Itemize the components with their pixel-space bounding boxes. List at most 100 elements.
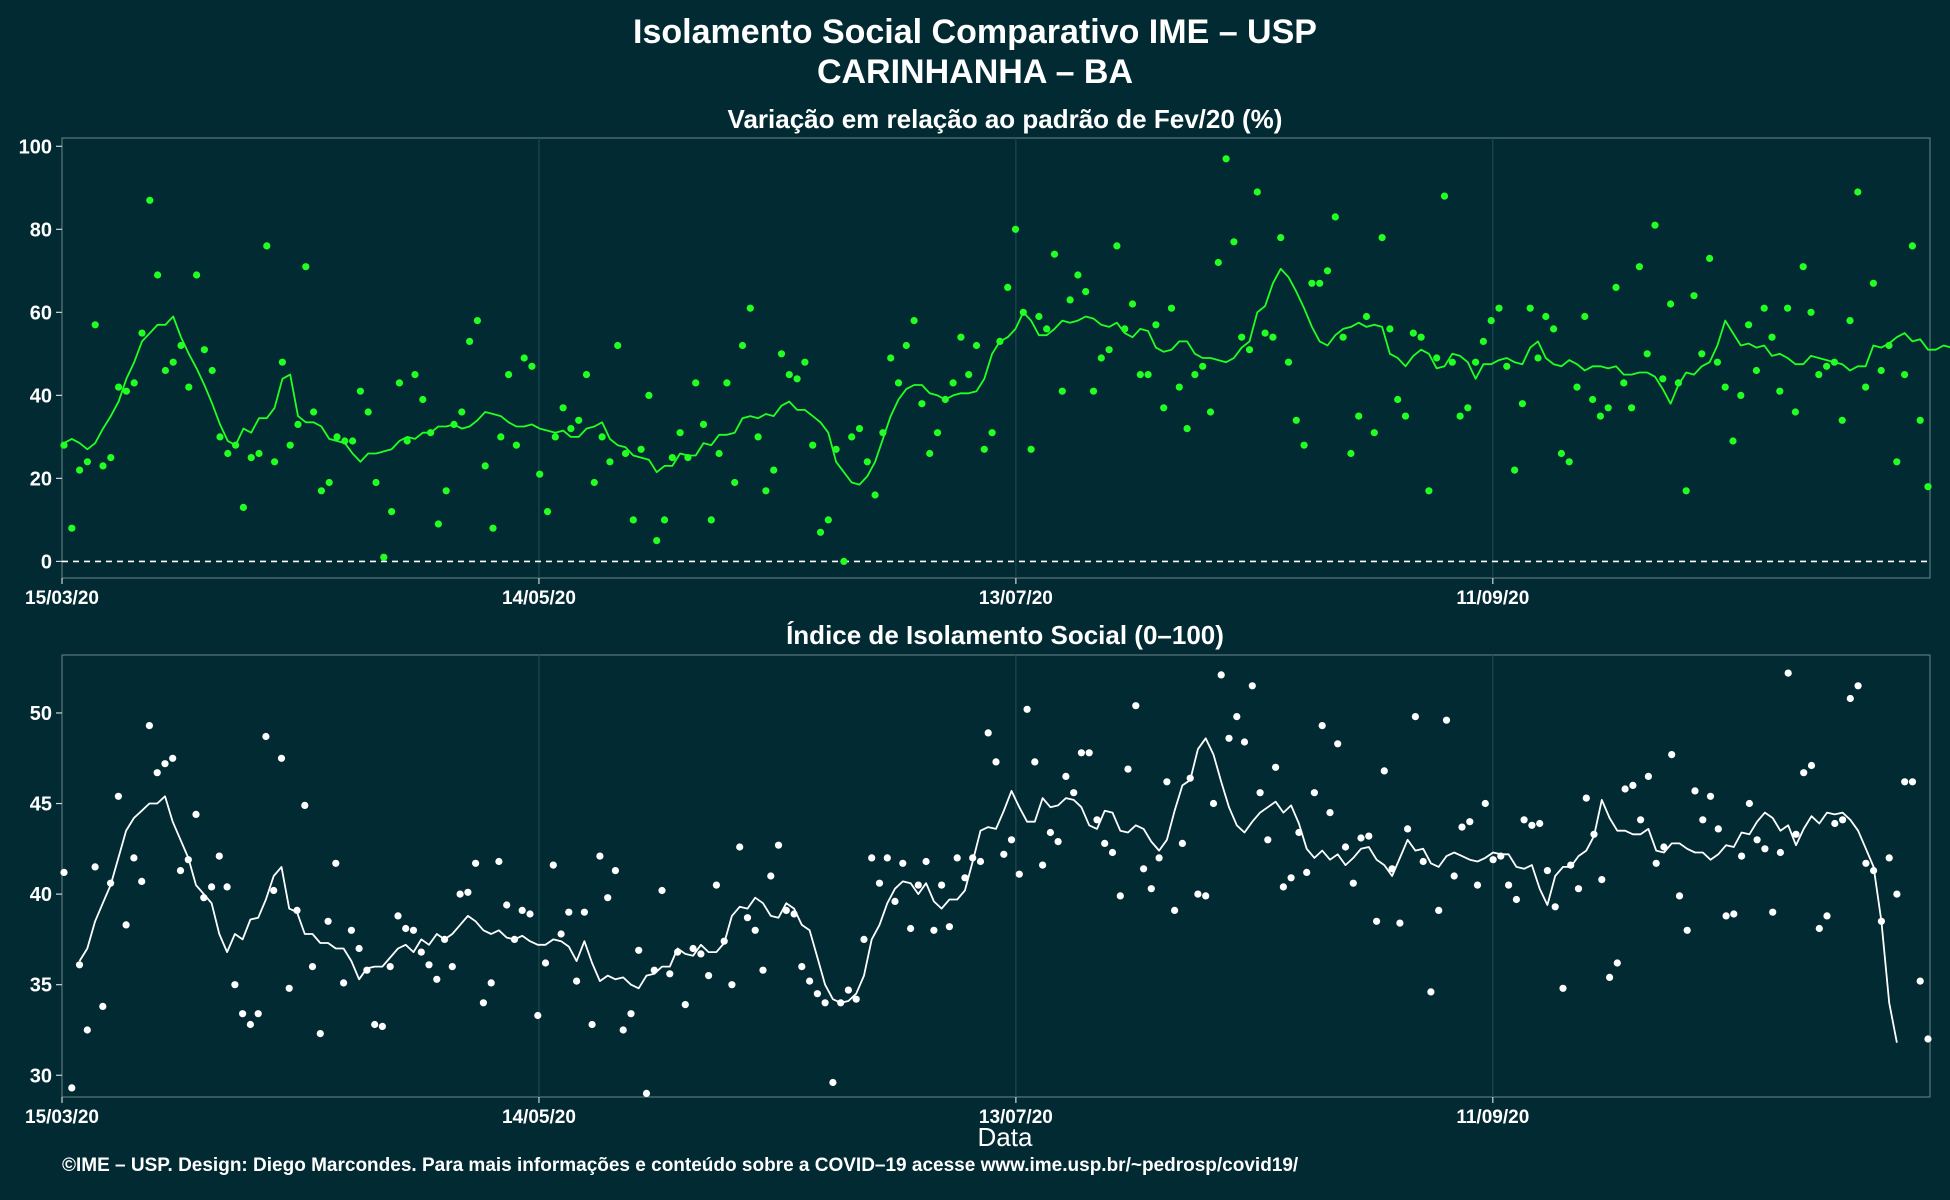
var-data-point: [949, 379, 957, 387]
idx-data-point: [340, 979, 348, 987]
var-data-point: [723, 379, 731, 387]
var-data-point: [707, 516, 715, 524]
var-data-point: [411, 371, 419, 379]
idx-data-point: [1054, 838, 1062, 846]
var-data-point: [1495, 304, 1503, 312]
idx-data-point: [767, 872, 775, 880]
idx-data-point: [1077, 749, 1085, 757]
var-data-point: [154, 271, 162, 279]
var-data-point: [645, 391, 653, 399]
idx-data-point: [751, 926, 759, 934]
idx-data-point: [456, 890, 464, 898]
var-data-point: [278, 358, 286, 366]
var-data-point: [1823, 362, 1831, 370]
idx-data-point: [200, 894, 208, 902]
idx-data-point: [1473, 881, 1482, 889]
idx-plot-frame: [61, 654, 1931, 1098]
var-data-point: [481, 462, 489, 470]
idx-data-point: [650, 966, 658, 974]
var-data-point: [1362, 312, 1371, 321]
var-data-point: [466, 337, 474, 345]
var-data-point: [840, 557, 848, 566]
var-data-point: [746, 304, 754, 312]
idx-data-point: [1062, 772, 1070, 781]
var-data-point: [1027, 445, 1035, 453]
var-data-point: [1784, 304, 1792, 312]
idx-data-point: [1823, 912, 1831, 920]
var-data-point: [1440, 192, 1449, 200]
idx-data-point: [316, 1030, 324, 1038]
var-data-point: [294, 420, 302, 428]
idx-data-point: [1209, 799, 1218, 808]
idx-data-point: [239, 1010, 247, 1018]
idx-data-point: [1870, 867, 1878, 875]
var-data-point: [1394, 395, 1402, 404]
idx-data-point: [914, 881, 922, 889]
idx-data-point: [114, 792, 122, 800]
idx-data-point: [1714, 825, 1722, 833]
var-data-point: [122, 387, 130, 395]
idx-data-point: [806, 977, 814, 985]
var-data-point: [497, 433, 505, 441]
idx-data-point: [1831, 819, 1839, 828]
idx-data-point: [1784, 669, 1792, 677]
var-data-point: [169, 358, 177, 366]
idx-data-point: [1512, 895, 1520, 904]
idx-data-point: [1769, 908, 1777, 916]
idx-data-point: [1411, 713, 1419, 721]
var-data-point: [1019, 308, 1027, 316]
idx-data-point: [658, 886, 666, 895]
var-y-tick-label: 20: [30, 468, 52, 490]
var-data-point: [848, 433, 856, 441]
idx-moving-average-line: [78, 737, 1898, 1043]
var-y-tick-label: 80: [30, 219, 52, 241]
idx-x-tick-label: 14/05/20: [502, 1107, 576, 1128]
var-data-point: [1752, 366, 1760, 375]
var-data-point: [419, 395, 427, 404]
idx-data-point: [1481, 799, 1489, 808]
var-data-point: [676, 429, 684, 437]
idx-data-point: [1272, 763, 1280, 771]
idx-data-point: [1404, 825, 1412, 833]
idx-data-point: [1893, 890, 1901, 898]
var-data-point: [200, 346, 208, 354]
idx-data-point: [1264, 836, 1272, 844]
var-data-point: [208, 366, 216, 375]
idx-data-point: [1310, 789, 1318, 797]
idx-data-point: [1916, 977, 1924, 985]
var-data-point: [1768, 333, 1776, 341]
idx-data-point: [363, 966, 371, 974]
var-data-point: [247, 454, 255, 462]
idx-data-point: [495, 857, 503, 866]
var-data-point: [107, 454, 115, 462]
idx-data-point: [208, 883, 216, 891]
idx-data-point: [518, 906, 526, 915]
var-data-point: [910, 317, 918, 325]
idx-data-point: [277, 754, 286, 762]
var-data-point: [559, 404, 567, 412]
idx-data-point: [1303, 868, 1311, 877]
idx-data-point: [1877, 917, 1885, 925]
idx-data-point: [573, 977, 581, 985]
idx-data-point: [1248, 682, 1256, 690]
idx-data-point: [1730, 910, 1738, 918]
idx-data-point: [1116, 892, 1124, 900]
var-data-point: [1518, 400, 1526, 408]
idx-data-point: [1551, 903, 1559, 911]
var-data-point: [1869, 279, 1877, 287]
var-data-point: [1862, 383, 1870, 391]
var-data-point: [699, 420, 708, 428]
idx-data-point: [1660, 843, 1668, 851]
idx-data-point: [1435, 906, 1443, 915]
idx-data-point: [1093, 816, 1101, 824]
idx-data-point: [145, 722, 153, 730]
var-data-point: [76, 466, 84, 474]
idx-data-point: [938, 881, 946, 889]
var-data-point: [660, 516, 669, 524]
idx-data-point: [1528, 821, 1536, 829]
var-data-point: [1596, 412, 1604, 420]
idx-data-point: [1202, 892, 1210, 900]
var-data-point: [489, 524, 497, 532]
idx-data-point: [891, 897, 899, 906]
